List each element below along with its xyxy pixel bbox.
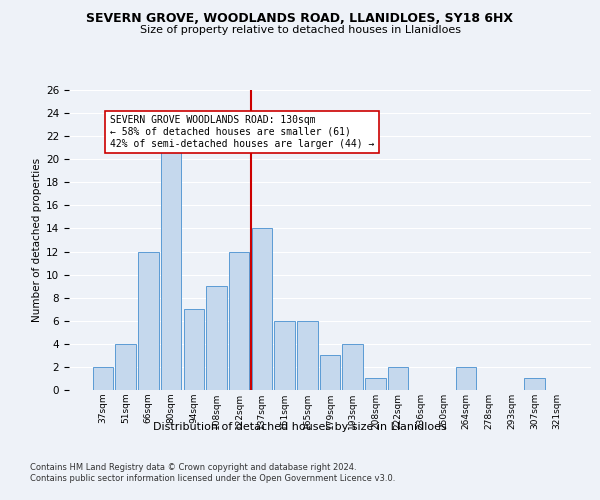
Text: Distribution of detached houses by size in Llanidloes: Distribution of detached houses by size … (153, 422, 447, 432)
Bar (161, 148, 181, 390)
Bar (320, 356, 340, 390)
Bar (524, 378, 545, 390)
Bar (274, 321, 295, 390)
Bar (115, 344, 136, 390)
Bar (343, 344, 363, 390)
Bar (251, 228, 272, 390)
Text: Contains HM Land Registry data © Crown copyright and database right 2024.: Contains HM Land Registry data © Crown c… (30, 462, 356, 471)
Text: SEVERN GROVE WOODLANDS ROAD: 130sqm
← 58% of detached houses are smaller (61)
42: SEVERN GROVE WOODLANDS ROAD: 130sqm ← 58… (110, 116, 374, 148)
Bar (138, 252, 158, 390)
Text: Size of property relative to detached houses in Llanidloes: Size of property relative to detached ho… (139, 25, 461, 35)
Bar (456, 367, 476, 390)
Text: SEVERN GROVE, WOODLANDS ROAD, LLANIDLOES, SY18 6HX: SEVERN GROVE, WOODLANDS ROAD, LLANIDLOES… (86, 12, 514, 26)
Bar (229, 252, 250, 390)
Bar (365, 378, 386, 390)
Bar (297, 321, 317, 390)
Text: Contains public sector information licensed under the Open Government Licence v3: Contains public sector information licen… (30, 474, 395, 483)
Bar (388, 367, 409, 390)
Y-axis label: Number of detached properties: Number of detached properties (32, 158, 42, 322)
Bar (206, 286, 227, 390)
Bar (93, 367, 113, 390)
Bar (184, 309, 204, 390)
